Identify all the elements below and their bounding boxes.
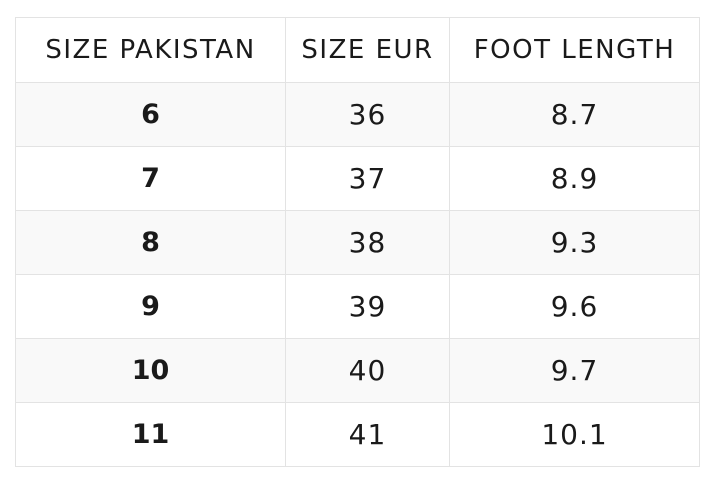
table-row: 7 37 8.9 — [15, 146, 700, 211]
size-pakistan-cell: 9 — [15, 274, 286, 339]
table-row: 8 38 9.3 — [15, 210, 700, 275]
header-size-pakistan: SIZE PAKISTAN — [15, 17, 286, 83]
foot-length-cell: 9.3 — [449, 210, 700, 275]
size-pakistan-cell: 8 — [15, 210, 286, 275]
header-size-eur: SIZE EUR — [285, 17, 450, 83]
size-pakistan-cell: 11 — [15, 402, 286, 467]
size-eur-cell: 41 — [285, 402, 450, 467]
foot-length-cell: 8.7 — [449, 82, 700, 147]
size-pakistan-cell: 6 — [15, 82, 286, 147]
header-row: SIZE PAKISTAN SIZE EUR FOOT LENGTH — [15, 17, 700, 83]
size-eur-cell: 39 — [285, 274, 450, 339]
foot-length-cell: 9.7 — [449, 338, 700, 403]
size-eur-cell: 37 — [285, 146, 450, 211]
header-foot-length: FOOT LENGTH — [449, 17, 700, 83]
size-pakistan-cell: 7 — [15, 146, 286, 211]
table-row: 11 41 10.1 — [15, 402, 700, 467]
table-row: 9 39 9.6 — [15, 274, 700, 339]
size-eur-cell: 38 — [285, 210, 450, 275]
size-eur-cell: 40 — [285, 338, 450, 403]
size-eur-cell: 36 — [285, 82, 450, 147]
foot-length-cell: 8.9 — [449, 146, 700, 211]
foot-length-cell: 10.1 — [449, 402, 700, 467]
size-pakistan-cell: 10 — [15, 338, 286, 403]
foot-length-cell: 9.6 — [449, 274, 700, 339]
size-chart-table: SIZE PAKISTAN SIZE EUR FOOT LENGTH 6 36 … — [15, 17, 700, 467]
table-row: 10 40 9.7 — [15, 338, 700, 403]
table-row: 6 36 8.7 — [15, 82, 700, 147]
